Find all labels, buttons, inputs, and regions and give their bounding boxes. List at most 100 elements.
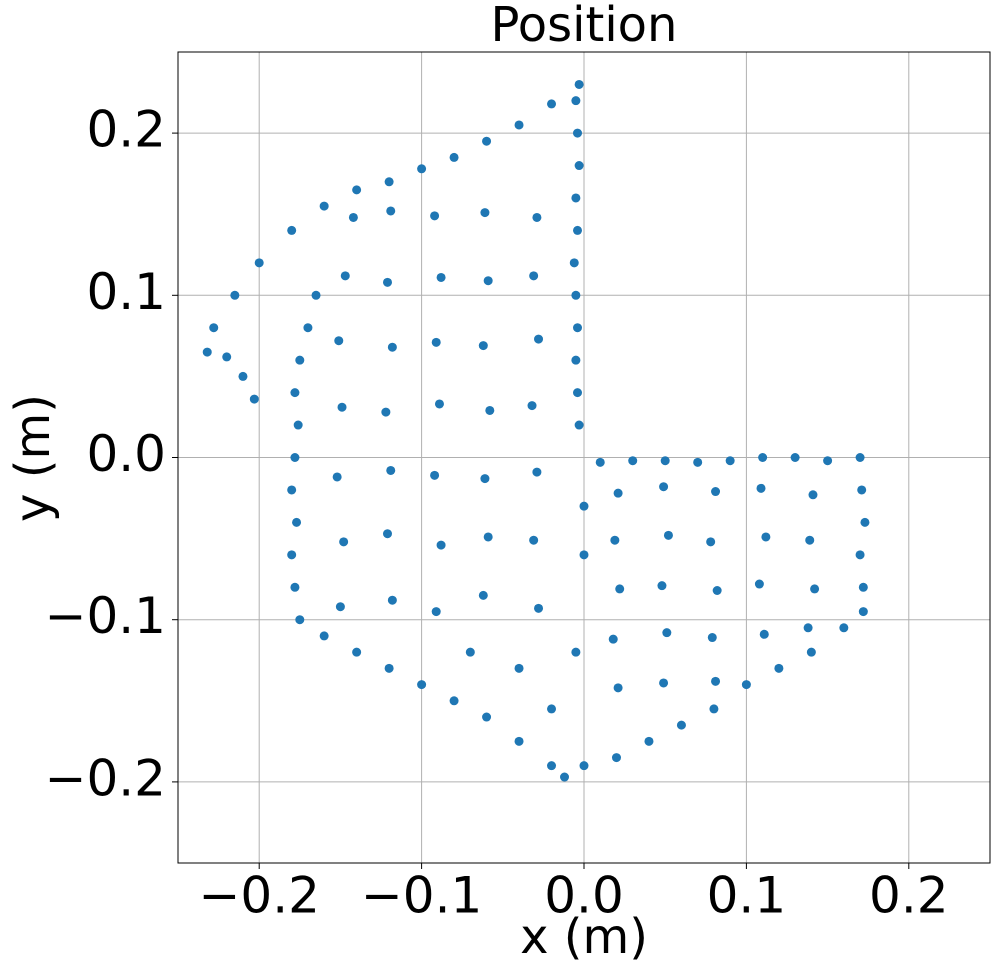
point [706,537,716,547]
point [712,586,722,596]
x-tick-label: −0.1 [361,867,482,925]
point [430,470,440,480]
point [758,453,768,462]
point [662,628,672,638]
point [756,483,766,493]
point [855,453,865,462]
point [610,535,620,545]
point [287,485,297,495]
point [547,99,557,109]
point [386,206,396,216]
point [303,323,313,333]
point [480,474,490,484]
point [574,420,584,430]
x-tick-label: −0.2 [198,867,319,925]
point [287,550,297,560]
chart-title: Position [491,0,678,53]
point [478,341,488,351]
point [430,211,440,221]
point [295,615,305,625]
point [514,736,524,746]
point [790,453,800,462]
point [382,277,392,287]
point [725,456,735,466]
point [527,401,537,411]
point [534,603,544,613]
point [803,623,813,633]
point [571,355,581,365]
y-tick-label: 0.1 [86,263,166,321]
point [290,582,300,592]
point [352,185,362,195]
point [659,482,669,492]
point [290,453,300,462]
point [613,683,623,693]
point [573,323,583,333]
point [332,472,342,482]
point [334,336,344,346]
point [573,388,583,398]
point [292,517,302,527]
point [693,457,703,467]
point [613,488,623,498]
point [754,579,764,589]
point [571,647,581,657]
y-tick-label: −0.1 [45,587,166,645]
y-tick-label: 0.2 [86,101,166,159]
point [660,456,670,466]
point [547,761,557,771]
point [348,212,358,222]
point [547,704,557,714]
point [806,647,816,657]
point [386,465,396,475]
x-tick-label: 0.1 [707,867,787,925]
point [417,680,427,690]
point [381,407,391,417]
point [857,485,867,495]
point [449,696,459,706]
point [238,371,248,381]
y-tick-label: −0.2 [45,749,166,807]
point [579,761,589,771]
point [860,517,870,527]
point [611,753,621,763]
point [340,271,350,281]
point [571,96,581,106]
point [431,337,441,347]
point [628,456,638,466]
point [569,258,579,268]
x-tick-label: 0.2 [869,867,949,925]
point [663,530,673,540]
point [615,584,625,594]
point [387,342,397,352]
point [774,663,784,673]
point [449,152,459,162]
point [707,633,717,643]
point [514,663,524,673]
point [534,334,544,344]
plot-frame [177,51,991,864]
point [230,290,240,300]
point [387,595,397,605]
point [571,290,581,300]
point [574,161,584,171]
point [573,225,583,235]
point [480,208,490,218]
point [808,490,818,500]
point [644,736,654,746]
point [485,405,495,415]
point [434,399,444,409]
point [759,629,769,639]
point [295,355,305,365]
point [529,271,539,281]
point [659,678,669,688]
y-axis-label: y (m) [5,394,61,522]
point [319,201,329,211]
point [709,704,719,714]
point [810,584,820,594]
point [483,276,493,286]
point [293,420,303,430]
point [839,623,849,633]
point [384,177,394,187]
